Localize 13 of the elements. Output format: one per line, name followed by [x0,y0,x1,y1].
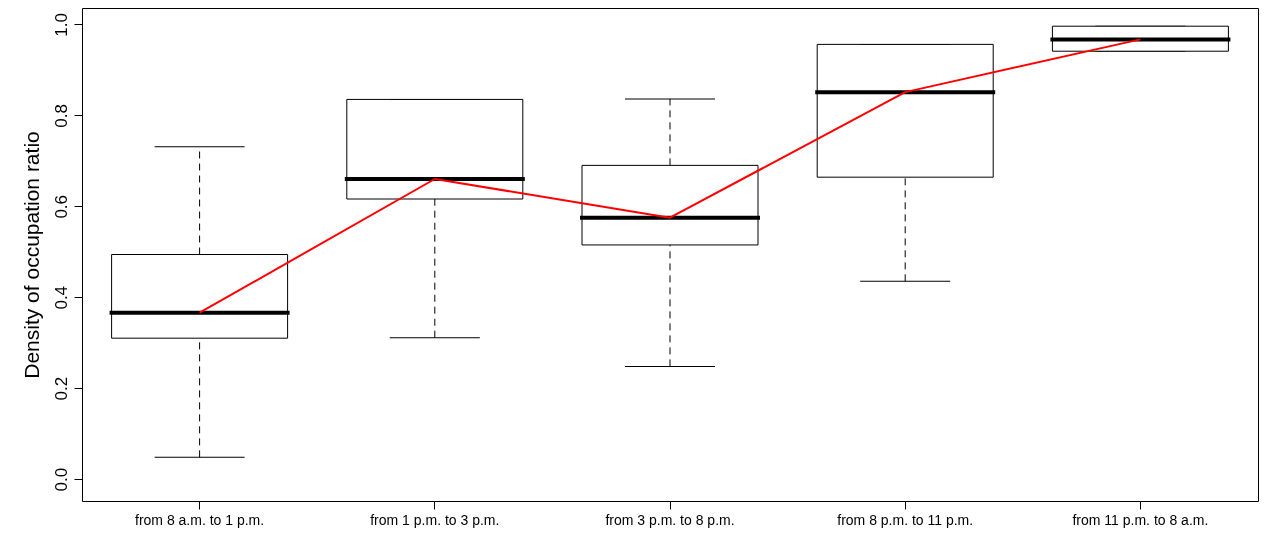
y-tick-label: 0.0 [51,467,71,492]
x-tick-label: from 1 p.m. to 3 p.m. [370,511,500,528]
x-tick-label: from 11 p.m. to 8 a.m. [1072,511,1209,528]
y-tick-label: 0.4 [51,285,71,310]
x-tick-label: from 8 p.m. to 11 p.m. [837,511,974,528]
y-tick-label: 0.8 [51,104,71,128]
line-series [198,38,1142,314]
x-tick-label: from 3 p.m. to 8 p.m. [605,511,735,528]
y-tick-label: 0.6 [51,194,71,219]
y-tick-label: 0.2 [51,376,71,401]
x-tick-label: from 8 a.m. to 1 p.m. [135,511,265,528]
y-axis-title: Density of occupation ratio [19,131,43,379]
y-tick-label: 1.0 [51,13,71,37]
